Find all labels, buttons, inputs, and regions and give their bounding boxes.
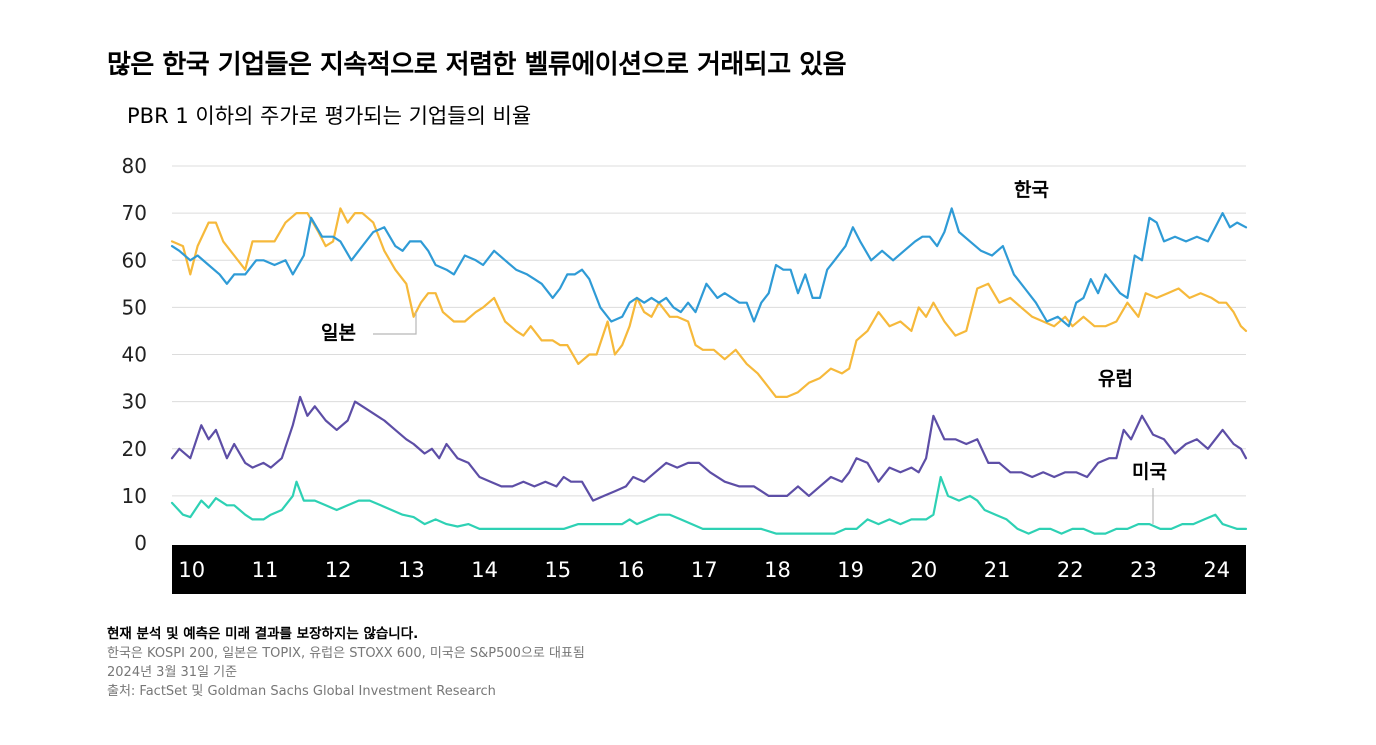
y-tick-label: 30 (122, 390, 147, 414)
x-tick-label: 14 (471, 558, 498, 582)
y-tick-label: 0 (134, 531, 147, 555)
japan-leader-line (373, 312, 417, 335)
label-korea: 한국 (1014, 179, 1049, 201)
series-line-0 (170, 207, 1248, 328)
x-tick-label: 17 (691, 558, 718, 582)
y-tick-label: 40 (122, 343, 147, 367)
x-axis-band (172, 545, 1246, 594)
x-tick-label: 24 (1203, 558, 1230, 582)
series-labels: 한국 일본 유럽 미국 (321, 179, 1167, 524)
footnotes: 현재 분석 및 예측은 미래 결과를 보장하지는 않습니다. 한국은 KOSPI… (107, 625, 585, 701)
x-tick-label: 16 (618, 558, 645, 582)
series-line-3 (170, 475, 1248, 535)
y-tick-label: 70 (122, 201, 147, 225)
date-note: 2024년 3월 31일 기준 (107, 665, 238, 680)
index-note: 한국은 KOSPI 200, 일본은 TOPIX, 유럽은 STOXX 600,… (107, 646, 585, 661)
y-tick-label: 50 (122, 295, 147, 319)
line-chart: 0 10 20 30 40 50 60 70 80 10 11 12 13 14 15 16 17 18 19 20… (122, 154, 1248, 594)
y-tick-label: 20 (122, 437, 147, 461)
x-tick-label: 22 (1057, 558, 1084, 582)
x-tick-label: 23 (1130, 558, 1157, 582)
label-japan: 일본 (321, 322, 356, 344)
x-tick-label: 10 (178, 558, 205, 582)
x-tick-label: 13 (398, 558, 425, 582)
x-tick-label: 15 (544, 558, 571, 582)
source-note: 출처: FactSet 및 Goldman Sachs Global Inves… (107, 684, 496, 699)
y-tick-label: 10 (122, 484, 147, 508)
x-tick-label: 21 (984, 558, 1011, 582)
series-lines (170, 207, 1248, 535)
x-tick-label: 20 (911, 558, 938, 582)
x-tick-label: 19 (837, 558, 864, 582)
x-tick-label: 11 (252, 558, 279, 582)
x-tick-label: 12 (325, 558, 352, 582)
label-us: 미국 (1132, 461, 1167, 483)
x-axis: 10 11 12 13 14 15 16 17 18 19 20 21 22 23 24 (178, 558, 1230, 582)
series-line-2 (170, 395, 1248, 502)
label-europe: 유럽 (1098, 368, 1133, 390)
chart-title: 많은 한국 기업들은 지속적으로 저렴한 벨류에이션으로 거래되고 있음 (107, 50, 847, 80)
series-line-1 (170, 207, 1248, 398)
disclaimer-note: 현재 분석 및 예측은 미래 결과를 보장하지는 않습니다. (107, 626, 419, 642)
x-tick-label: 18 (764, 558, 791, 582)
y-tick-label: 80 (122, 154, 147, 178)
chart-subtitle: PBR 1 이하의 주가로 평가되는 기업들의 비율 (127, 104, 532, 128)
y-axis: 0 10 20 30 40 50 60 70 80 (122, 154, 147, 555)
y-tick-label: 60 (122, 248, 147, 272)
